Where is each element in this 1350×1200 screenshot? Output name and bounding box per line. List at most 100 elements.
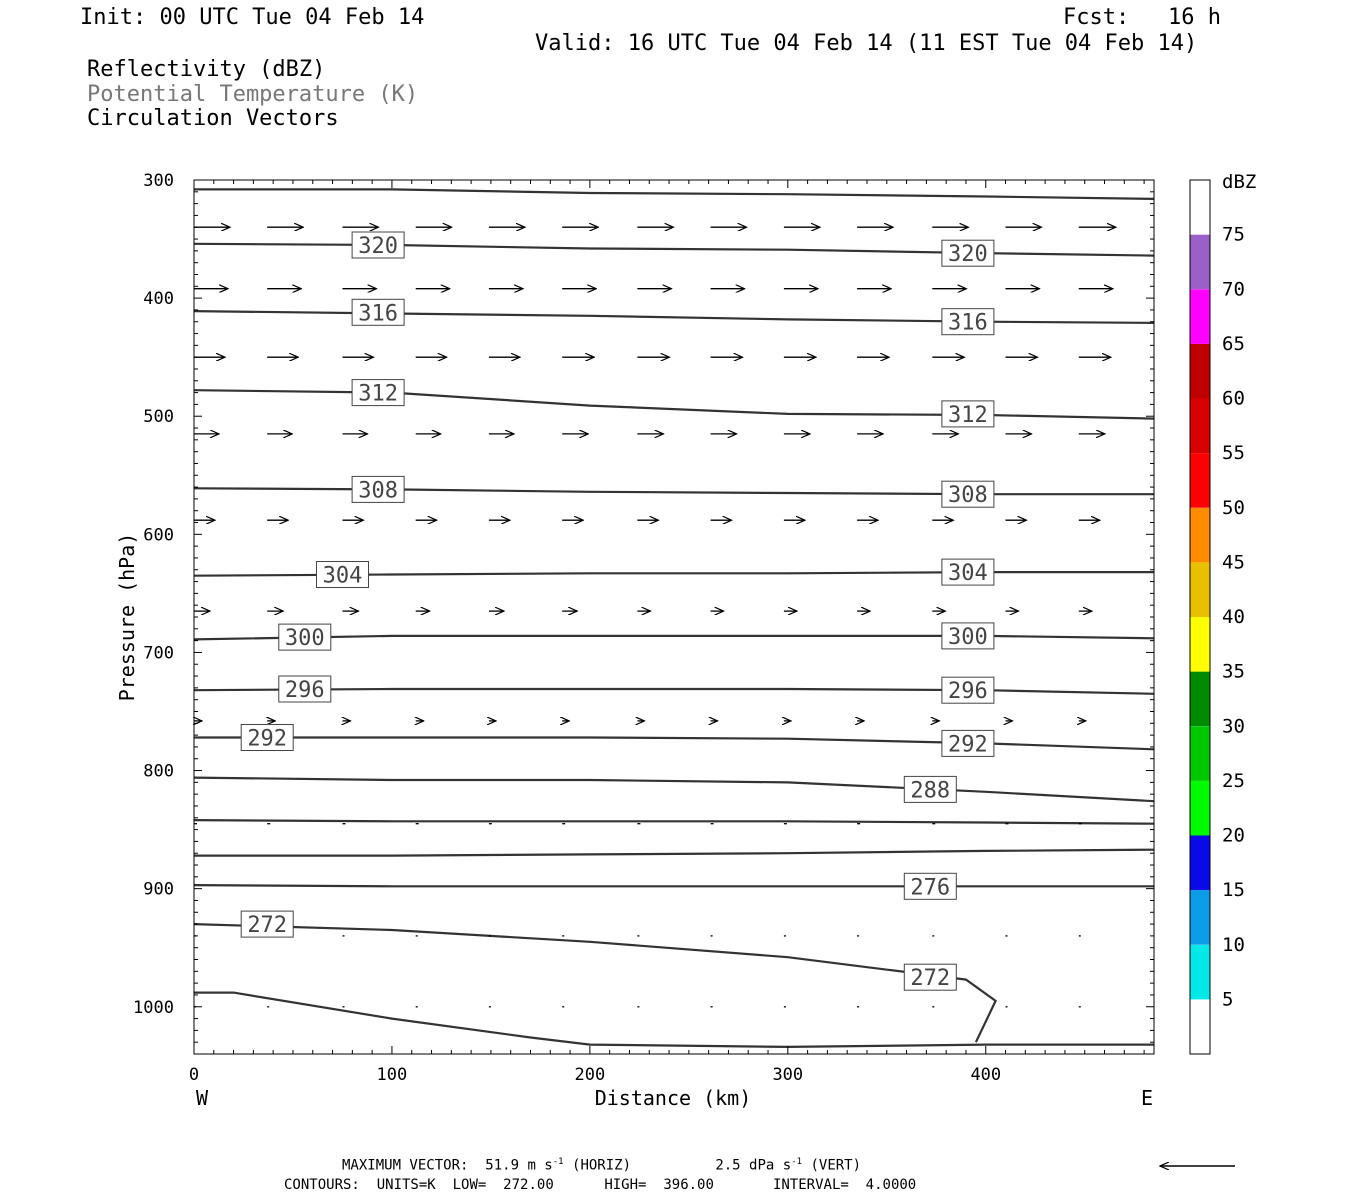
theta-contour-11 [194, 848, 1155, 857]
contour-label-box [351, 231, 405, 259]
contour-label: 288 [910, 778, 950, 803]
colorbar-label: 50 [1222, 497, 1245, 519]
contour-label-box [941, 558, 995, 586]
contour-label: 300 [285, 626, 325, 651]
contour-label-box [351, 379, 405, 407]
contour-label: 296 [948, 679, 988, 704]
colorbar-swatch [1190, 671, 1210, 727]
contour-label: 316 [948, 311, 988, 336]
theta-contour-4 [193, 487, 1154, 496]
contour-label: 320 [358, 234, 398, 259]
y-tick-label: 1000 [133, 998, 174, 1018]
colorbar-label: 40 [1222, 606, 1245, 628]
contours-low: 272.00 [503, 1177, 554, 1193]
y-axis-label: Pressure (hPa) [115, 533, 139, 702]
theta-contour-3 [193, 389, 1155, 420]
plot-frame [193, 179, 1155, 1055]
contour-label-box [941, 622, 995, 650]
colorbar-unit: dBZ [1222, 171, 1256, 193]
colorbar-swatch [1190, 180, 1210, 235]
contours-line: CONTOURS: UNITS=K LOW= 272.00 HIGH= 396.… [284, 1177, 916, 1193]
theta-contours [193, 188, 1155, 1049]
colorbar-label: 70 [1222, 278, 1245, 300]
contour-label: 316 [358, 301, 398, 326]
x-end-label-west: W [196, 1086, 209, 1110]
colorbar-swatch [1190, 999, 1210, 1054]
contour-label-box [351, 475, 405, 503]
colorbar-label: 65 [1222, 333, 1245, 355]
colorbar-swatch [1190, 617, 1210, 672]
colorbar-swatch [1190, 289, 1210, 344]
contours-units: UNITS=K [376, 1177, 436, 1193]
contour-label: 296 [285, 678, 325, 703]
colorbar-label: 25 [1222, 770, 1245, 792]
circulation-vectors [194, 227, 1116, 1008]
theta-contour-9 [193, 776, 1155, 803]
x-tick-label: 200 [575, 1065, 606, 1085]
forecast-label: Fcst: [1063, 5, 1130, 30]
contour-label-box [903, 872, 957, 900]
y-tick-label: 400 [143, 289, 174, 309]
horiz-tag: (HORIZ) [572, 1157, 632, 1174]
max-vector-horiz: 51.9 m s [485, 1157, 553, 1174]
contour-label: 312 [358, 382, 398, 407]
colorbar-label: 60 [1222, 388, 1245, 410]
forecast-hour: 16 h [1168, 5, 1221, 30]
theta-contour-6 [193, 634, 1155, 641]
theta-contour-2 [193, 310, 1155, 324]
contour-label-box [941, 308, 995, 336]
colorbar-label: 30 [1222, 715, 1245, 737]
contour-label-box [278, 675, 332, 703]
contour-labels: 320 320 316 316 312 312 308 308 304 304 300 300 296 2… [240, 231, 995, 991]
y-tick-label: 700 [143, 643, 174, 663]
legend-reflectivity: Reflectivity (dBZ) [87, 57, 326, 82]
colorbar-swatch [1190, 453, 1210, 508]
contour-label: 292 [247, 727, 287, 752]
contour-label-box [941, 400, 995, 428]
contour-label: 304 [323, 564, 363, 589]
contour-label: 312 [948, 403, 988, 428]
colorbar-label: 45 [1222, 551, 1245, 573]
contours-interval: 4.0000 [865, 1177, 917, 1193]
contour-label: 292 [948, 732, 988, 757]
contour-label: 300 [948, 625, 988, 650]
colorbar-swatch [1190, 835, 1210, 891]
theta-contour-7 [193, 687, 1155, 695]
theta-contour-0 [194, 188, 1155, 200]
colorbar-label: 75 [1222, 224, 1245, 246]
contour-label: 308 [948, 483, 988, 508]
contour-label-box [278, 623, 332, 651]
x-tick-label: 400 [970, 1065, 1001, 1085]
x-tick-label: 0 [189, 1065, 199, 1085]
colorbar-swatch [1190, 343, 1210, 399]
contours-low-label: LOW= [452, 1177, 487, 1193]
colorbar-swatch [1190, 780, 1210, 836]
contour-label-box [316, 561, 369, 588]
y-tick-label: 300 [143, 171, 174, 191]
x-axis-label: Distance (km) [595, 1086, 752, 1110]
legend-circulation-vectors: Circulation Vectors [87, 106, 339, 131]
theta-contour-14 [194, 991, 1154, 1049]
x-tick-label: 300 [772, 1065, 803, 1085]
colorbar-swatch [1190, 234, 1210, 290]
y-tick-label: 800 [143, 762, 174, 782]
vert-tag: (VERT) [810, 1157, 862, 1174]
contour-label: 320 [948, 242, 988, 267]
valid-time: Valid: 16 UTC Tue 04 Feb 14 (11 EST Tue … [535, 31, 1198, 56]
contours-high: 396.00 [663, 1177, 714, 1193]
colorbar-swatch [1190, 507, 1210, 563]
theta-contour-1 [193, 242, 1155, 257]
legend-potential-temperature: Potential Temperature (K) [87, 82, 419, 107]
theta-contour-8 [194, 736, 1155, 751]
colorbar-swatch [1190, 562, 1210, 617]
theta-contour-10 [193, 819, 1155, 825]
colorbar-label: 35 [1222, 661, 1245, 683]
y-tick-labels: 300 400 500 600 700 800 900 1000 [133, 171, 174, 1018]
colorbar-frame [1189, 179, 1211, 1055]
contours-high-label: HIGH= [604, 1177, 647, 1193]
contour-label: 272 [247, 913, 287, 938]
colorbar-label: 10 [1222, 934, 1245, 956]
contour-label: 308 [358, 478, 398, 503]
contour-label-box [941, 480, 995, 508]
